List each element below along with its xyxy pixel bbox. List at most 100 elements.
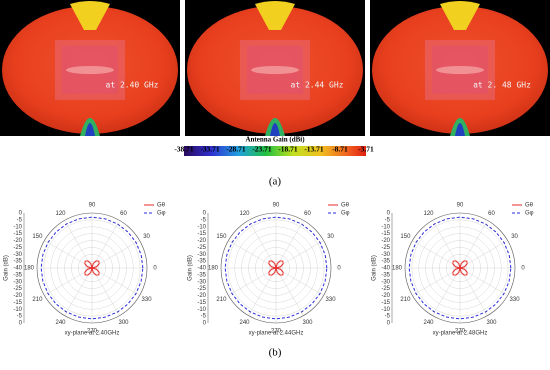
legend-box (324, 208, 354, 216)
angle-tick-label: 180 (24, 266, 35, 272)
r-tick-label: -20 (197, 293, 206, 299)
angle-tick-label: 180 (208, 266, 219, 272)
grid-spoke (44, 267, 93, 296)
r-tick-label: -10 (13, 224, 22, 230)
grid-spoke (91, 220, 120, 269)
angle-tick-label: 150 (32, 234, 43, 240)
series-line (408, 216, 512, 320)
r-tick-label: -30 (381, 252, 390, 258)
grid-spoke (248, 220, 277, 269)
r-tick-label: -35 (197, 259, 206, 265)
plot-subtitle: xy-plane at 2.48GHz (433, 331, 488, 337)
gain-pattern-image (0, 0, 180, 136)
frequency-label: at 2.40 GHz (106, 81, 159, 90)
angle-tick-label: 60 (120, 211, 127, 217)
angle-tick-label: 300 (486, 320, 497, 326)
grid-spoke (412, 240, 461, 269)
angle-tick-label: 300 (302, 320, 313, 326)
angle-tick-label: 330 (510, 297, 521, 303)
series-line (84, 260, 100, 276)
grid-spoke (459, 267, 508, 296)
angle-tick-label: 150 (400, 234, 411, 240)
legend-box (140, 208, 170, 216)
r-tick-label: 0 (387, 321, 391, 327)
grid-spoke (91, 267, 140, 296)
frequency-label: at 2. 48 GHz (473, 81, 531, 90)
angle-tick-label: 270 (87, 329, 98, 335)
angle-tick-label: 120 (239, 211, 250, 217)
series-line (268, 260, 284, 276)
colorbar-tick-label: -23.71 (252, 145, 272, 154)
r-tick-label: -5 (201, 314, 207, 320)
grid-spoke (275, 240, 324, 269)
grid-spoke (412, 267, 461, 296)
r-tick-label: -5 (17, 217, 23, 223)
angle-tick-label: 30 (143, 234, 150, 240)
grid-spoke (459, 220, 488, 269)
angle-tick-label: 0 (337, 266, 341, 272)
angle-tick-label: 210 (400, 297, 411, 303)
r-tick-label: -35 (381, 272, 390, 278)
r-tick-label: -20 (13, 238, 22, 244)
angle-tick-label: 30 (327, 234, 334, 240)
grid-spoke (64, 220, 93, 269)
r-tick-label: 0 (19, 321, 23, 327)
grid-spoke (91, 267, 120, 316)
r-tick-label: -30 (13, 279, 22, 285)
colorbar-tick-label: -38.71 (174, 145, 194, 154)
plot-subtitle: xy-plane at 2.44GHz (249, 331, 304, 337)
r-tick-label: -20 (381, 293, 390, 299)
r-tick-label: -35 (197, 272, 206, 278)
r-tick-label: -35 (381, 259, 390, 265)
plot-subtitle: xy-plane at 2.40GHz (65, 331, 120, 337)
legend-box (140, 200, 170, 208)
colorbar (184, 146, 366, 156)
legend-label: Gφ (341, 211, 350, 217)
legend-label: Gθ (341, 203, 350, 209)
r-tick-label: -35 (13, 272, 22, 278)
angle-tick-label: 240 (423, 320, 434, 326)
series-line (40, 216, 144, 320)
legend-label: Gθ (157, 203, 166, 209)
r-tick-label: -40 (13, 266, 22, 272)
angle-tick-label: 240 (55, 320, 66, 326)
r-tick-label: 0 (19, 211, 23, 217)
y-axis-label: Gain (dB) (372, 255, 378, 281)
series-line (224, 216, 328, 320)
grid-spoke (275, 220, 304, 269)
r-tick-label: -25 (13, 245, 22, 251)
r-tick-label: 0 (203, 211, 207, 217)
caption: (b) (269, 347, 282, 359)
r-tick-label: -20 (381, 238, 390, 244)
r-tick-label: -20 (197, 238, 206, 244)
colorbar-tick-label: -13.71 (304, 145, 324, 154)
caption: (a) (269, 176, 282, 188)
grid-spoke (64, 267, 93, 316)
colorbar-title: Antenna Gain (dBi) (245, 136, 305, 144)
r-tick-label: -15 (197, 231, 206, 237)
angle-tick-label: 330 (326, 297, 337, 303)
grid-spoke (432, 267, 461, 316)
angle-tick-label: 270 (271, 329, 282, 335)
angle-tick-label: 30 (511, 234, 518, 240)
r-tick-label: -25 (197, 245, 206, 251)
r-tick-label: -25 (381, 286, 390, 292)
grid-spoke (91, 240, 140, 269)
grid-spoke (432, 220, 461, 269)
grid-spoke (459, 267, 488, 316)
gain-pattern-image (370, 0, 550, 136)
angle-tick-label: 90 (457, 203, 464, 209)
r-tick-label: 0 (203, 321, 207, 327)
legend-label: Gφ (157, 211, 166, 217)
grid-spoke (275, 267, 304, 316)
r-tick-label: -5 (201, 217, 207, 223)
r-tick-label: -10 (381, 224, 390, 230)
grid-spoke (228, 267, 277, 296)
angle-tick-label: 270 (455, 329, 466, 335)
angle-tick-label: 300 (118, 320, 129, 326)
grid-spoke (228, 240, 277, 269)
r-tick-label: -25 (197, 286, 206, 292)
r-tick-label: -10 (197, 224, 206, 230)
angle-tick-label: 90 (273, 203, 280, 209)
